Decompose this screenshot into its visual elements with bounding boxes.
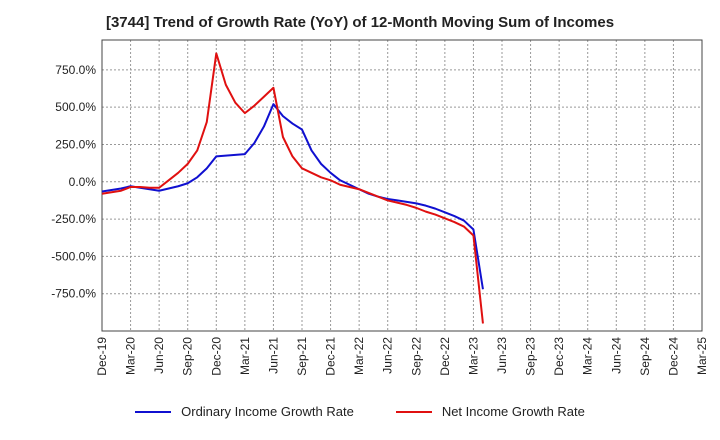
series-line-net [101,52,484,324]
x-tick-label: Jun-22 [381,337,395,374]
legend-item-net: Net Income Growth Rate [395,404,585,419]
x-tick-label: Mar-25 [695,337,709,375]
legend-label-net: Net Income Growth Rate [441,404,585,419]
series-line-ordinary [101,103,484,290]
x-tick-label: Jun-24 [609,337,623,374]
x-tick-label: Sep-22 [409,337,423,376]
x-tick-label: Sep-20 [181,337,195,376]
x-tick-label: Dec-22 [438,337,452,376]
x-tick-label: Jun-20 [152,337,166,374]
x-tick-label: Sep-24 [638,337,652,376]
y-tick-label: 750.0% [55,63,96,77]
y-tick-label: -250.0% [51,212,96,226]
legend-item-ordinary: Ordinary Income Growth Rate [135,404,354,419]
x-tick-label: Jun-21 [266,337,280,374]
x-tick-label: Sep-21 [295,337,309,376]
plot-frame [101,39,703,332]
x-tick-label: Dec-19 [95,337,109,376]
chart-legend: Ordinary Income Growth Rate Net Income G… [0,404,720,419]
x-tick-label: Dec-20 [209,337,223,376]
y-tick-label: -500.0% [51,249,96,263]
x-tick-label: Mar-22 [352,337,366,375]
y-tick-label: 500.0% [55,100,96,114]
x-tick-label: Mar-20 [124,337,138,375]
y-tick-label: 250.0% [55,137,96,151]
x-tick-label: Dec-23 [552,337,566,376]
y-tick-label: 0.0% [69,175,97,189]
legend-swatch-ordinary [135,410,172,413]
legend-label-ordinary: Ordinary Income Growth Rate [181,404,354,419]
chart-title: [3744] Trend of Growth Rate (YoY) of 12-… [105,14,615,31]
legend-swatch-net [395,410,432,413]
x-tick-label: Dec-24 [666,337,680,376]
x-tick-label: Sep-23 [524,337,538,376]
x-tick-label: Mar-24 [581,337,595,375]
x-tick-label: Jun-23 [495,337,509,374]
x-tick-label: Mar-21 [238,337,252,375]
x-tick-label: Mar-23 [466,337,480,375]
y-tick-label: -750.0% [51,287,96,301]
x-tick-label: Dec-21 [324,337,338,376]
